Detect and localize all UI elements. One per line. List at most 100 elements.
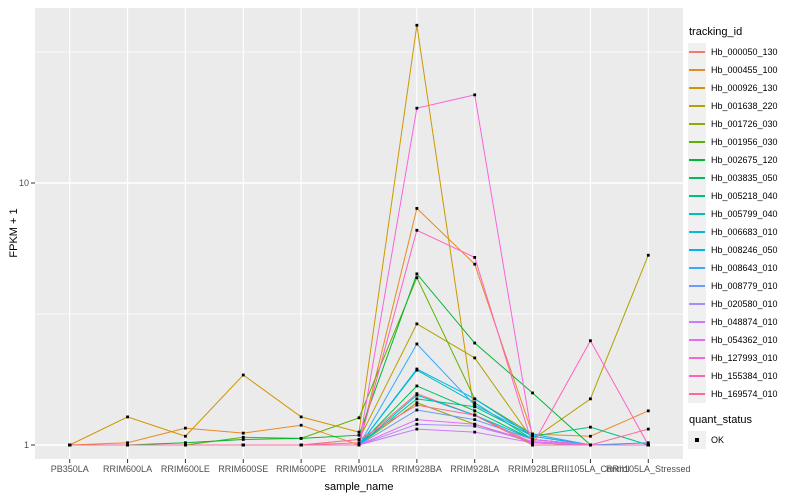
y-tick-label: 1 (24, 440, 29, 450)
data-point (646, 427, 650, 431)
legend-key-box (688, 169, 706, 187)
legend-entry-label: Hb_020580_010 (711, 299, 778, 309)
legend-entry-Hb_020580_010: Hb_020580_010 (688, 295, 800, 313)
data-point (531, 440, 534, 444)
legend-entry-Hb_127993_010: Hb_127993_010 (688, 349, 800, 367)
data-point (531, 391, 534, 395)
data-point (184, 441, 187, 445)
legend-key-box (688, 43, 706, 61)
data-point (589, 434, 592, 438)
data-point (473, 422, 477, 426)
legend-key-line (689, 267, 705, 269)
legend-entry-Hb_008643_010: Hb_008643_010 (688, 259, 800, 277)
legend-key-box (688, 97, 706, 115)
legend-entry-Hb_001726_030: Hb_001726_030 (688, 115, 800, 133)
legend-entry-label: OK (711, 435, 725, 445)
x-tick-label: PB350LA (51, 464, 89, 474)
legend-key-line (689, 375, 705, 377)
data-point (473, 262, 477, 266)
data-point (415, 392, 419, 396)
data-point (646, 253, 650, 257)
data-point (299, 415, 303, 419)
legend-entry-Hb_169574_010: Hb_169574_010 (688, 385, 800, 403)
data-point (357, 441, 361, 445)
legend-key-line (689, 339, 705, 341)
legend-key-box (688, 115, 706, 133)
data-point (473, 418, 477, 422)
legend-entry-label: Hb_008643_010 (711, 263, 778, 273)
legend-key-line (689, 285, 705, 287)
legend-key-line (689, 141, 705, 143)
legend-key-line (689, 177, 705, 179)
legend-entry-Hb_000455_100: Hb_000455_100 (688, 61, 800, 79)
data-point (357, 430, 361, 434)
data-point (126, 415, 129, 419)
legend-key-line (689, 303, 705, 305)
legend-key-line (689, 51, 705, 53)
legend-key-box (688, 259, 706, 277)
legend-key-box (688, 385, 706, 403)
data-point (241, 438, 245, 441)
legend-key-line (689, 357, 705, 359)
data-point (473, 424, 477, 428)
data-point (415, 228, 419, 232)
x-tick-label: RRII105LA_Stressed (606, 464, 691, 474)
data-point (473, 256, 477, 259)
legend-entry-label: Hb_001726_030 (711, 119, 778, 129)
legend-entry-Hb_005799_040: Hb_005799_040 (688, 205, 800, 223)
y-tick-label: 10 (19, 178, 29, 188)
legend-key-box (688, 241, 706, 259)
x-tick-label: RRIM928LE (508, 464, 557, 474)
data-point (646, 441, 650, 445)
legend-key-box (688, 331, 706, 349)
legend-entry-Hb_048874_010: Hb_048874_010 (688, 313, 800, 331)
legend-key-box (688, 151, 706, 169)
data-point (241, 443, 245, 447)
legend-entry-label: Hb_008779_010 (711, 281, 778, 291)
legend-key-box (688, 133, 706, 151)
legend-entry-label: Hb_048874_010 (711, 317, 778, 327)
data-point (473, 341, 477, 345)
data-point (241, 431, 245, 435)
data-point (415, 427, 419, 431)
data-point (415, 276, 419, 280)
legend-entry-label: Hb_006683_010 (711, 227, 778, 237)
legend-key-line (689, 231, 705, 233)
legend-entry-Hb_000050_130: Hb_000050_130 (688, 43, 800, 61)
data-point (531, 443, 534, 447)
x-axis-title: sample_name (324, 481, 394, 493)
data-point (415, 422, 419, 426)
data-point (531, 438, 534, 441)
x-tick-label: RRII105LA_Control (551, 464, 629, 474)
x-tick-label: RRIM928BA (392, 464, 442, 474)
legend-key-box (688, 349, 706, 367)
data-point (473, 430, 477, 434)
data-point (68, 443, 72, 447)
legend-key-line (689, 213, 705, 215)
legend-entry-label: Hb_000050_130 (711, 47, 778, 57)
legend-key-line (689, 105, 705, 107)
legend-entry-Hb_001956_030: Hb_001956_030 (688, 133, 800, 151)
legend-title-quant-status: quant_status (689, 414, 752, 426)
x-tick-label: RRIM600SE (218, 464, 268, 474)
legend-key-box (688, 205, 706, 223)
x-tick-label: RRIM928LA (450, 464, 499, 474)
data-point (415, 408, 419, 412)
x-tick-label: RRIM600PE (276, 464, 326, 474)
legend-entry-label: Hb_001638_220 (711, 101, 778, 111)
data-point (473, 397, 477, 401)
legend-key-box (688, 223, 706, 241)
legend-entry-Hb_003835_050: Hb_003835_050 (688, 169, 800, 187)
data-point (126, 441, 129, 445)
legend-entry-Hb_006683_010: Hb_006683_010 (688, 223, 800, 241)
legend-key-line (689, 195, 705, 197)
data-point (415, 393, 419, 397)
data-point (473, 405, 477, 409)
legend-entry-Hb_005218_040: Hb_005218_040 (688, 187, 800, 205)
legend-key-box (688, 313, 706, 331)
data-point (589, 425, 592, 429)
data-point (646, 443, 650, 447)
data-point (473, 413, 477, 417)
data-point (646, 409, 650, 413)
